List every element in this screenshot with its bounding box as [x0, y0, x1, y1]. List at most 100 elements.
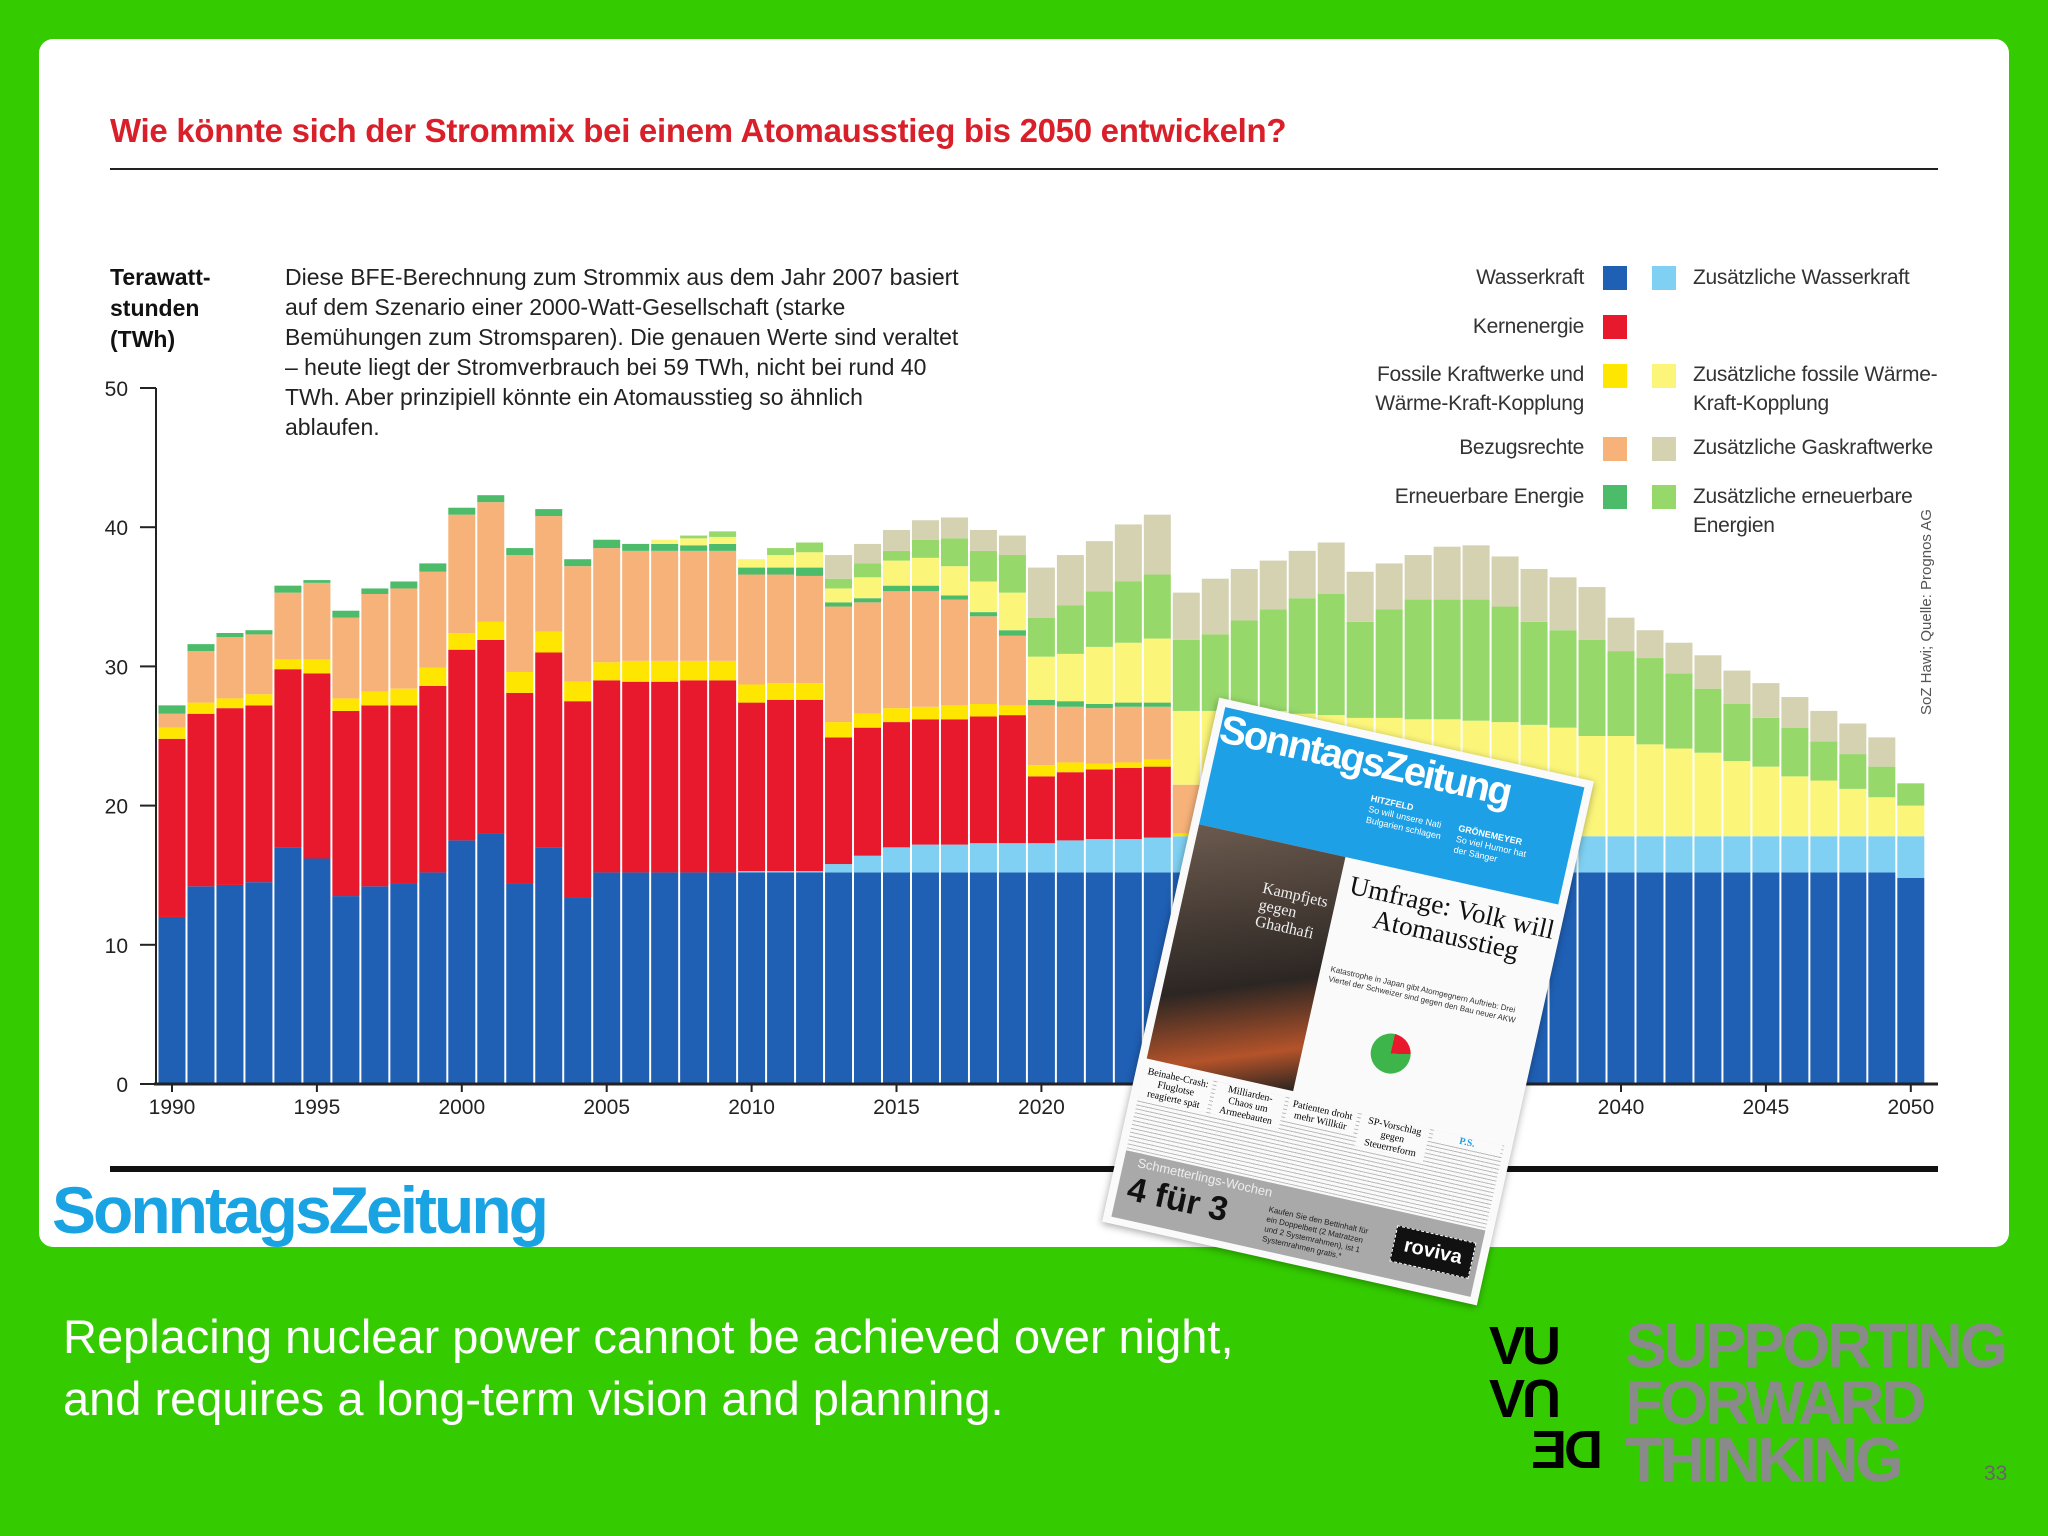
bar-segment [911, 557, 939, 586]
y-tick-label: 20 [105, 796, 128, 819]
bar-segment [158, 713, 186, 728]
bar-segment [448, 632, 476, 650]
bar-segment [245, 634, 273, 695]
bar-segment [940, 872, 968, 1084]
bar-segment [448, 840, 476, 1084]
photo-caption: Kampfjets gegen Ghadhafi [1253, 879, 1330, 943]
bar-segment [1027, 872, 1055, 1084]
bar-segment [593, 680, 621, 873]
bar-segment [998, 555, 1026, 593]
bar-segment [1723, 703, 1751, 762]
bar-segment [911, 872, 939, 1084]
bar-segment [825, 722, 853, 738]
bar-segment [390, 688, 418, 706]
bar-segment [825, 864, 853, 873]
bar-segment [274, 847, 302, 1084]
legend-label-line: Zusätzliche fossile Wärme- [1693, 363, 1938, 386]
bar-segment [854, 577, 882, 599]
bar-segment [1665, 673, 1693, 749]
bar-segment [680, 545, 708, 551]
bar-segment [1259, 609, 1287, 711]
bar-segment [883, 708, 910, 723]
bar-segment [911, 719, 939, 845]
bar-segment [1143, 514, 1171, 575]
bar-segment [825, 578, 853, 589]
bar-segment [477, 495, 505, 503]
bar-segment [1085, 541, 1113, 592]
bar-segment [535, 516, 563, 632]
bar-segment [1665, 748, 1693, 837]
bar-segment [940, 595, 968, 600]
bar-segment [767, 555, 795, 568]
bar-segment [564, 566, 592, 682]
bar-segment [825, 602, 853, 607]
bar-segment [390, 705, 418, 884]
x-tick-label: 2050 [1887, 1096, 1934, 1119]
bar-segment [1868, 737, 1896, 767]
bar-segment [738, 559, 766, 568]
legend-swatch-bezugsrechte [1603, 437, 1627, 461]
vu-logo-line: DE [1533, 1420, 1603, 1480]
claim-line: THINKING [1625, 1426, 1904, 1495]
bar-segment [448, 507, 476, 515]
bar-segment [969, 872, 997, 1084]
bar-segment [1056, 706, 1084, 763]
bar-segment [738, 872, 766, 1084]
bar-segment [854, 727, 882, 856]
bar-segment [1027, 843, 1055, 873]
bar-segment [969, 703, 997, 717]
description-line: TWh. Aber prinzipiell könnte ein Atomaus… [285, 384, 863, 410]
claim-line: SUPPORTING [1625, 1312, 2008, 1381]
bar-segment [883, 560, 910, 586]
bar-segment [796, 699, 824, 872]
bar-segment [1694, 688, 1722, 753]
bar-segment [1143, 837, 1171, 873]
bar-segment [1636, 630, 1664, 659]
bar-segment [187, 713, 215, 887]
bar-segment [274, 669, 302, 848]
bar-segment [998, 630, 1026, 636]
bar-segment [940, 844, 968, 873]
bar-segment [1085, 703, 1113, 709]
bar-segment [796, 552, 824, 568]
bar-segment [1085, 708, 1113, 764]
bar-segment [1404, 555, 1432, 600]
bar-segment [1868, 797, 1896, 837]
bar-segment [564, 559, 592, 567]
bar-segment [1636, 836, 1664, 873]
bar-segment [998, 843, 1026, 873]
bar-segment [1288, 550, 1316, 599]
bar-segment [1433, 599, 1461, 720]
bar-segment [1259, 560, 1287, 610]
newspaper-subheadline: Katastrophe in Japan gibt Atomgegnern Au… [1327, 964, 1517, 1025]
bar-segment [1114, 702, 1142, 707]
bar-segment [911, 591, 939, 707]
legend-swatch-erneuerbare [1603, 485, 1627, 509]
bar-segment [1027, 699, 1055, 706]
bar-segment [1549, 630, 1577, 728]
bar-segment [506, 692, 534, 884]
bar-segment [419, 563, 447, 572]
bar-segment [1143, 759, 1171, 767]
bar-segment [332, 698, 360, 711]
x-tick-label: 1995 [294, 1096, 341, 1119]
bar-segment [767, 871, 795, 873]
bar-segment [216, 698, 244, 709]
bar-segment [651, 539, 679, 544]
bar-segment [709, 872, 737, 1084]
legend-swatch-fossile [1603, 364, 1627, 388]
bar-segment [274, 659, 302, 670]
bar-segment [506, 555, 534, 672]
bar-segment [1085, 872, 1113, 1084]
bar-segment [419, 571, 447, 668]
bar-segment [361, 594, 389, 692]
bar-segment [1839, 723, 1867, 755]
bar-segment [1143, 706, 1171, 760]
bar-segment [709, 550, 737, 661]
bar-segment [998, 635, 1026, 706]
bar-segment [796, 683, 824, 700]
bar-segment [1288, 598, 1316, 714]
bar-segment [1346, 621, 1374, 718]
description-line: auf dem Szenario einer 2000-Watt-Gesells… [285, 294, 846, 320]
bar-segment [825, 737, 853, 865]
